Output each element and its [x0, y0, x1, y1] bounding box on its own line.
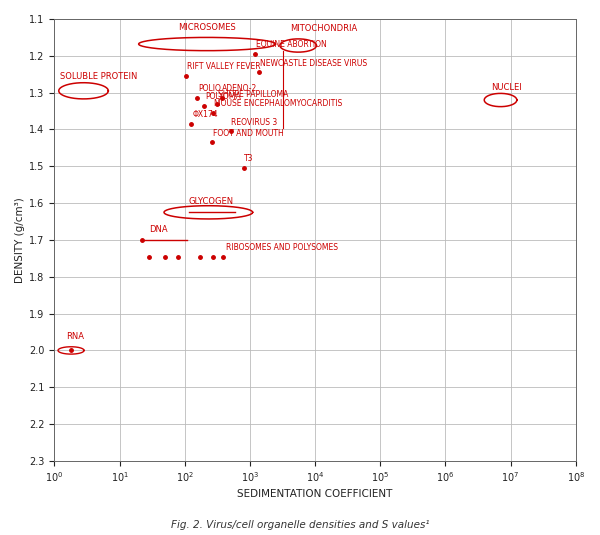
Text: SHOPE PAPILLOMA: SHOPE PAPILLOMA: [218, 90, 288, 99]
Y-axis label: DENSITY (g/cm³): DENSITY (g/cm³): [15, 197, 25, 283]
Text: T3: T3: [244, 155, 254, 163]
Text: ADENO-2: ADENO-2: [222, 85, 257, 94]
Text: POLIO: POLIO: [198, 85, 221, 94]
Text: SOLUBLE PROTEIN: SOLUBLE PROTEIN: [59, 72, 137, 81]
Text: NEWCASTLE DISEASE VIRUS: NEWCASTLE DISEASE VIRUS: [260, 59, 367, 67]
Text: RNA: RNA: [66, 332, 84, 341]
Text: FOOT AND MOUTH: FOOT AND MOUTH: [213, 128, 284, 137]
Text: MOUSE ENCEPHALOMYOCARDITIS: MOUSE ENCEPHALOMYOCARDITIS: [214, 99, 342, 108]
Text: NUCLEI: NUCLEI: [491, 83, 522, 92]
Text: REOVIRUS 3: REOVIRUS 3: [232, 118, 278, 127]
Text: Fig. 2. Virus/cell organelle densities and S values¹: Fig. 2. Virus/cell organelle densities a…: [171, 519, 429, 530]
Text: ΦX174: ΦX174: [192, 110, 218, 119]
Text: MITOCHONDRIA: MITOCHONDRIA: [290, 24, 358, 33]
Text: EQUINE ABORTION: EQUINE ABORTION: [256, 40, 326, 49]
Text: RIFT VALLEY FEVER: RIFT VALLEY FEVER: [187, 62, 261, 71]
X-axis label: SEDIMENTATION COEFFICIENT: SEDIMENTATION COEFFICIENT: [238, 488, 393, 499]
Text: MICROSOMES: MICROSOMES: [178, 23, 236, 32]
Text: DNA: DNA: [149, 225, 167, 234]
Text: RIBOSOMES AND POLYSOMES: RIBOSOMES AND POLYSOMES: [226, 243, 338, 252]
Text: POLYOMA: POLYOMA: [205, 92, 241, 101]
Text: GLYCOGEN: GLYCOGEN: [188, 197, 234, 206]
